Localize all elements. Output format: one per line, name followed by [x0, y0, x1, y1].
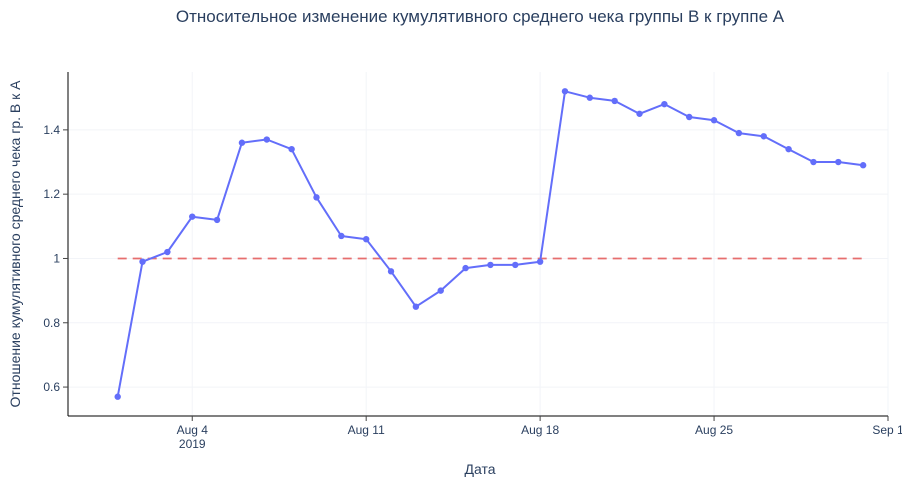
- series-group: [114, 88, 867, 400]
- data-point[interactable]: [586, 94, 594, 101]
- y-tick-label: 1.2: [43, 187, 60, 201]
- data-point[interactable]: [164, 248, 171, 256]
- data-point[interactable]: [338, 232, 345, 240]
- data-point[interactable]: [263, 136, 270, 143]
- chart-title: Относительное изменение кумулятивного ср…: [176, 7, 785, 26]
- x-tick-label: Aug 11: [348, 423, 385, 437]
- x-tick-label: Sep 1: [872, 423, 902, 437]
- data-point[interactable]: [561, 88, 569, 95]
- data-point[interactable]: [710, 117, 718, 124]
- y-tick-labels: 0.6 0.8 1 1.2 1.4: [43, 123, 68, 394]
- x-tick-label: Aug 25: [695, 423, 733, 437]
- data-point[interactable]: [362, 235, 370, 243]
- data-point[interactable]: [636, 110, 643, 117]
- x-tick-sublabel: 2019: [179, 437, 206, 451]
- data-point[interactable]: [859, 162, 867, 169]
- data-point[interactable]: [189, 213, 196, 220]
- x-tick-label: Aug 18: [521, 423, 559, 437]
- y-tick-label: 1.4: [43, 123, 60, 137]
- y-tick-label: 0.8: [43, 316, 60, 330]
- data-point[interactable]: [536, 258, 544, 265]
- data-point[interactable]: [412, 303, 420, 310]
- data-point[interactable]: [760, 133, 767, 140]
- data-point[interactable]: [785, 145, 792, 153]
- data-point[interactable]: [437, 287, 444, 294]
- data-point[interactable]: [462, 264, 469, 272]
- y-tick-label: 0.6: [43, 380, 60, 394]
- y-tick-label: 1: [53, 251, 60, 265]
- x-axis-label: Дата: [464, 461, 495, 477]
- data-point[interactable]: [512, 261, 519, 269]
- data-point[interactable]: [810, 158, 817, 166]
- data-point[interactable]: [611, 97, 618, 105]
- y-axis-label: Отношение кумулятивного среднего чека гр…: [7, 80, 23, 408]
- data-point[interactable]: [735, 129, 743, 137]
- data-point[interactable]: [387, 268, 395, 275]
- data-point[interactable]: [288, 145, 295, 153]
- data-point[interactable]: [114, 393, 121, 400]
- data-point[interactable]: [139, 258, 146, 265]
- data-point[interactable]: [238, 139, 246, 146]
- data-point[interactable]: [835, 158, 842, 166]
- data-point[interactable]: [661, 100, 668, 108]
- data-point[interactable]: [487, 261, 494, 269]
- x-tick-label: Aug 4: [177, 423, 209, 437]
- data-point[interactable]: [213, 216, 221, 224]
- data-point[interactable]: [313, 194, 320, 201]
- data-point[interactable]: [686, 113, 693, 121]
